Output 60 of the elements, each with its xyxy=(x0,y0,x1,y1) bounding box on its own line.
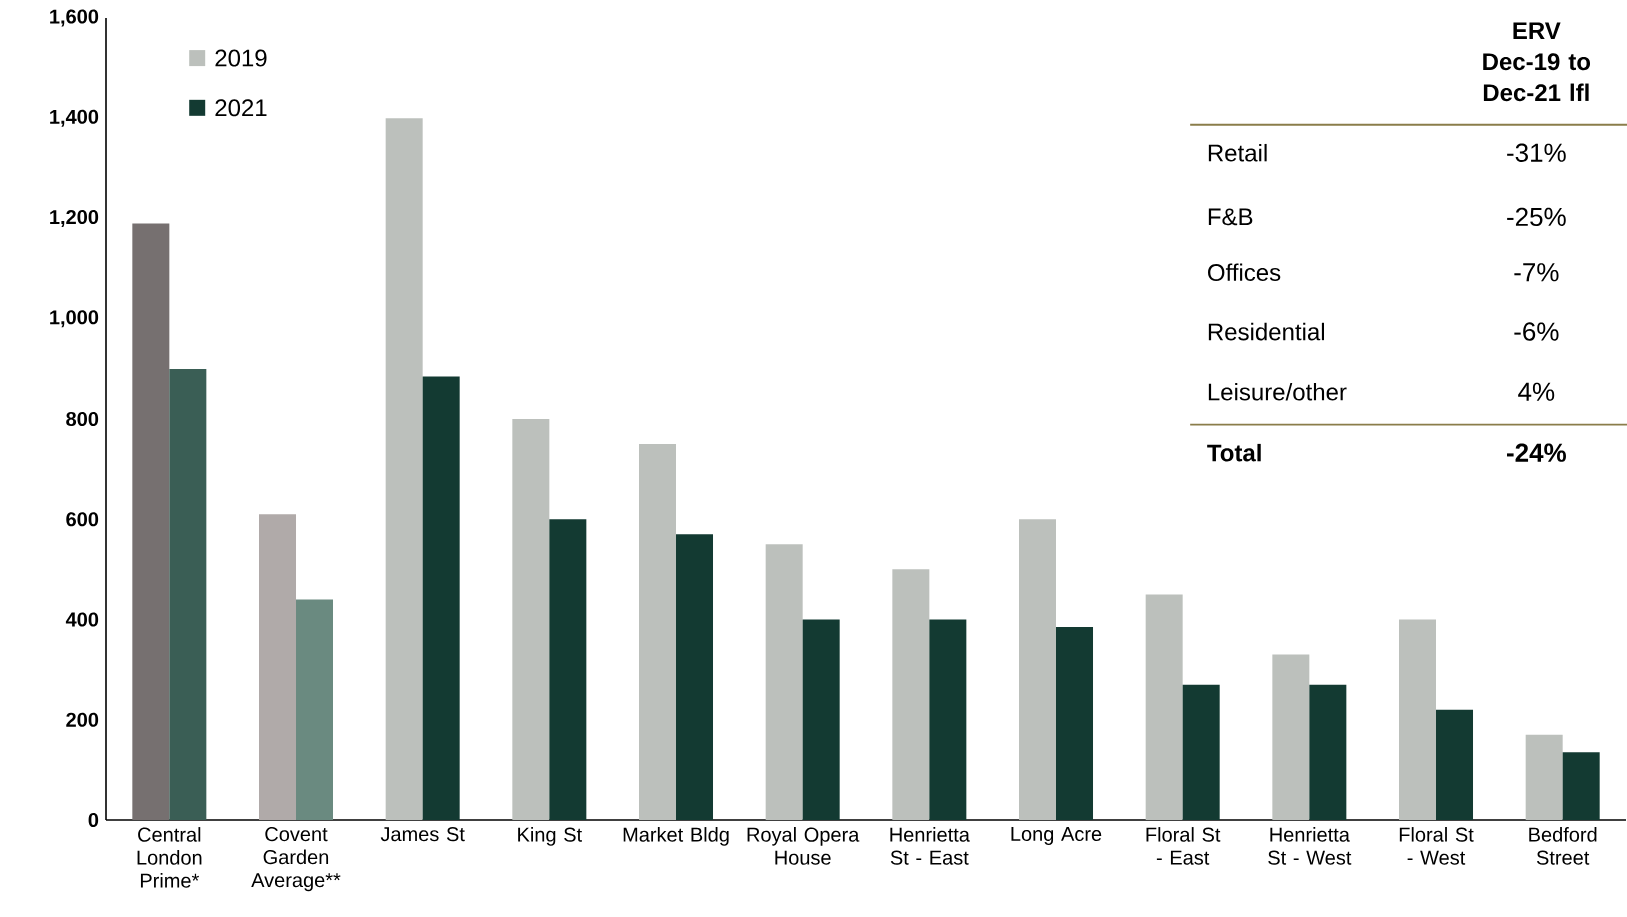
bar xyxy=(169,368,207,820)
x-tick-label: Floral St - West xyxy=(1399,827,1474,865)
bar xyxy=(549,519,587,820)
annotation: Residential xyxy=(1208,322,1324,341)
y-tick-label: 800 xyxy=(66,411,99,427)
annotation: 4% xyxy=(1518,382,1555,401)
bar xyxy=(385,118,423,820)
bar xyxy=(296,599,334,820)
y-tick-label: 600 xyxy=(66,512,99,527)
bar xyxy=(512,419,550,820)
x-tick-label: Covent Garden Average** xyxy=(251,827,341,892)
annotation: -25% xyxy=(1507,207,1566,227)
bar xyxy=(1056,627,1094,820)
annotation: -31% xyxy=(1507,143,1566,162)
x-tick-label: Henrietta St - East xyxy=(890,827,970,865)
y-tick-label: 200 xyxy=(66,712,99,727)
bar xyxy=(929,619,967,820)
legend-label: 2019 xyxy=(215,49,267,67)
annotation: F&B xyxy=(1208,208,1253,226)
bar xyxy=(1436,709,1474,820)
y-tick-label: 1,000 xyxy=(50,310,99,328)
bar xyxy=(259,514,297,820)
annotation: -24% xyxy=(1506,443,1566,462)
bar xyxy=(1182,684,1220,820)
annotation: Total xyxy=(1207,443,1261,462)
bar xyxy=(676,534,714,820)
bar xyxy=(892,569,930,820)
x-tick-label: Long Acre xyxy=(1011,827,1102,845)
annotation: Leisure/other xyxy=(1208,382,1347,401)
x-tick-label: Bedford Street xyxy=(1529,827,1597,865)
annotation: Retail xyxy=(1208,143,1267,162)
annotation: -7% xyxy=(1514,263,1559,282)
y-tick-label: 0 xyxy=(88,812,99,828)
legend-label: 2021 xyxy=(215,99,267,117)
x-tick-label: Central London Prime* xyxy=(137,827,202,888)
x-tick-label: King St xyxy=(518,827,582,846)
bar xyxy=(639,444,677,820)
annotation: -6% xyxy=(1514,322,1559,341)
bar xyxy=(422,376,460,820)
bar xyxy=(1562,752,1600,820)
x-tick-label: Henrietta St - West xyxy=(1268,827,1352,865)
x-tick-label: Market Bldg xyxy=(623,827,729,846)
bar xyxy=(765,544,803,820)
bar xyxy=(1309,684,1347,820)
y-tick-label: 1,600 xyxy=(50,9,99,27)
y-tick-label: 1,200 xyxy=(50,209,99,228)
bar xyxy=(1272,654,1310,820)
bar xyxy=(1525,734,1563,820)
y-tick-label: 400 xyxy=(65,612,99,627)
bar xyxy=(1399,619,1437,820)
bar xyxy=(1145,594,1183,820)
annotation: Offices xyxy=(1208,263,1281,282)
annotation: ERV Dec-19 to Dec-21 lfl xyxy=(1483,22,1591,102)
bar xyxy=(1019,519,1057,820)
bar xyxy=(132,223,170,820)
x-tick-label: Royal Opera House xyxy=(747,827,860,865)
x-tick-label: Floral St - East xyxy=(1146,827,1221,865)
x-tick-label: James St xyxy=(380,827,465,842)
bar xyxy=(802,619,840,820)
y-tick-label: 1,400 xyxy=(50,109,99,127)
